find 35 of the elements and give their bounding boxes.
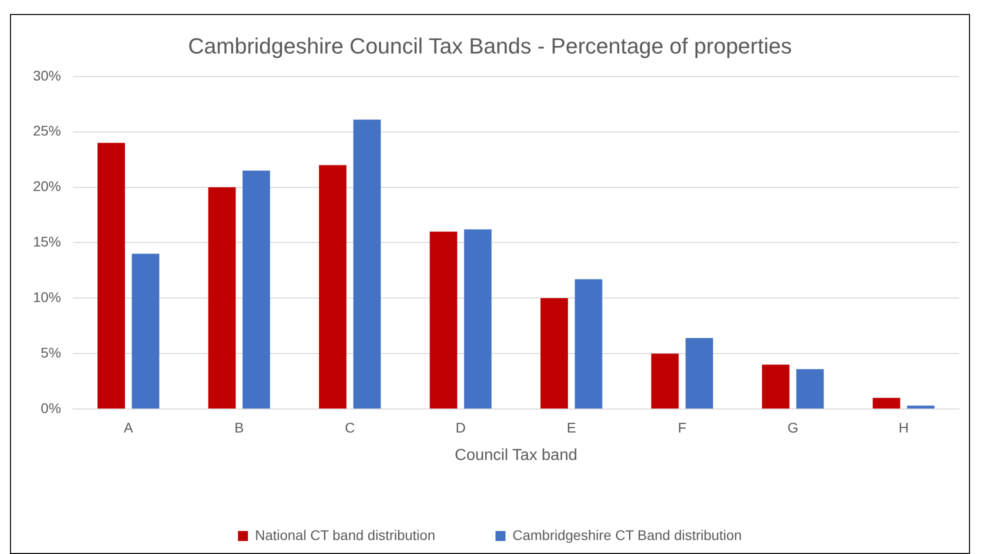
bar: [97, 142, 125, 408]
legend-label: Cambridgeshire CT Band distribution: [512, 526, 742, 543]
x-axis-title: Council Tax band: [454, 446, 578, 464]
y-tick-label: 25%: [32, 122, 62, 139]
bar: [318, 165, 346, 408]
bar: [464, 229, 492, 408]
y-tick-label: 15%: [32, 234, 62, 250]
bar: [651, 354, 679, 408]
bar: [132, 254, 160, 408]
y-tick-label: 0%: [40, 400, 62, 416]
bar: [686, 338, 714, 408]
bar: [353, 120, 381, 408]
y-tick-label: 10%: [32, 288, 62, 305]
y-tick-label: 20%: [32, 178, 62, 194]
bar: [762, 364, 790, 408]
bar: [872, 398, 900, 408]
y-tick-label: 5%: [40, 344, 62, 360]
x-tick-label: H: [898, 419, 909, 436]
x-tick-label: G: [787, 419, 798, 436]
bar: [796, 369, 824, 408]
x-tick-label: F: [678, 419, 686, 436]
bar: [208, 187, 236, 408]
bar: [242, 170, 270, 408]
chart-title: Cambridgeshire Council Tax Bands - Percentage of properties: [188, 33, 792, 58]
bar: [430, 232, 458, 408]
y-tick-label: 30%: [32, 67, 62, 84]
x-tick-label: D: [456, 419, 466, 436]
bar: [540, 298, 568, 408]
legend-label: National CT band distribution: [254, 526, 436, 543]
x-tick-label: B: [234, 419, 244, 436]
x-tick-label: E: [566, 419, 576, 436]
x-tick-label: A: [124, 419, 134, 436]
bar: [907, 406, 935, 408]
bar: [574, 279, 602, 408]
x-tick-label: C: [344, 419, 355, 436]
